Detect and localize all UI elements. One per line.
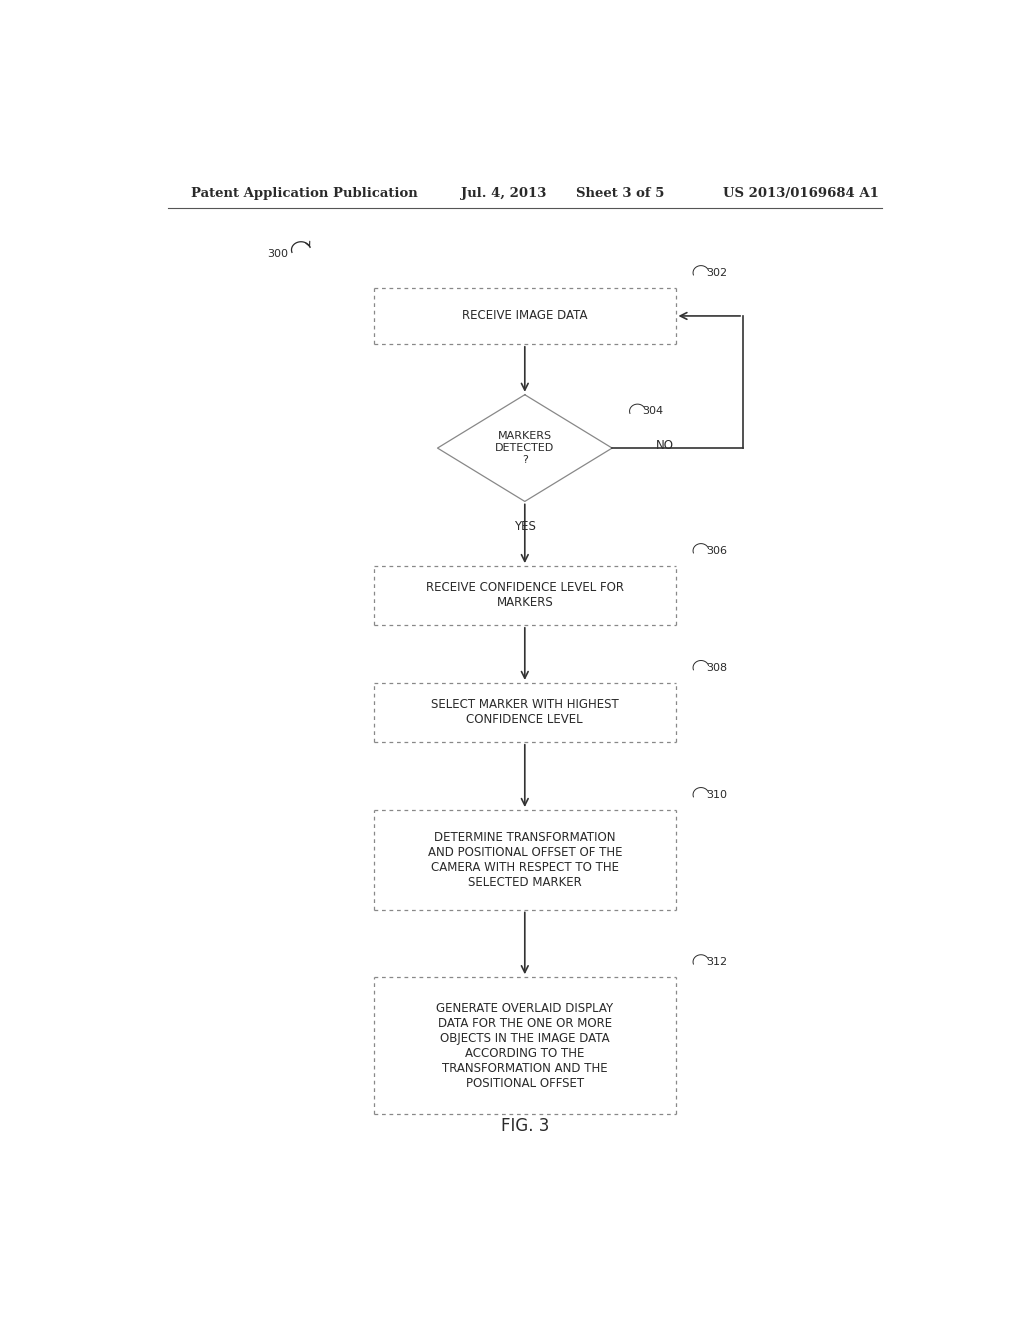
Text: 300: 300: [267, 249, 288, 259]
Text: YES: YES: [514, 520, 536, 533]
Bar: [374, 566, 676, 624]
Text: 304: 304: [642, 407, 664, 416]
Text: RECEIVE IMAGE DATA: RECEIVE IMAGE DATA: [462, 309, 588, 322]
Bar: [374, 977, 676, 1114]
Text: 310: 310: [706, 789, 727, 800]
Text: SELECT MARKER WITH HIGHEST
CONFIDENCE LEVEL: SELECT MARKER WITH HIGHEST CONFIDENCE LE…: [431, 698, 618, 726]
Text: RECEIVE CONFIDENCE LEVEL FOR
MARKERS: RECEIVE CONFIDENCE LEVEL FOR MARKERS: [426, 581, 624, 610]
Text: Patent Application Publication: Patent Application Publication: [191, 187, 418, 201]
Bar: [374, 682, 676, 742]
Text: 306: 306: [706, 545, 727, 556]
Text: US 2013/0169684 A1: US 2013/0169684 A1: [723, 187, 879, 201]
Text: 308: 308: [706, 663, 727, 673]
Text: 302: 302: [706, 268, 727, 277]
Polygon shape: [437, 395, 612, 502]
Text: FIG. 3: FIG. 3: [501, 1117, 549, 1135]
Bar: [374, 288, 676, 345]
Text: GENERATE OVERLAID DISPLAY
DATA FOR THE ONE OR MORE
OBJECTS IN THE IMAGE DATA
ACC: GENERATE OVERLAID DISPLAY DATA FOR THE O…: [436, 1002, 613, 1090]
Text: MARKERS
DETECTED
?: MARKERS DETECTED ?: [496, 432, 554, 465]
Text: DETERMINE TRANSFORMATION
AND POSITIONAL OFFSET OF THE
CAMERA WITH RESPECT TO THE: DETERMINE TRANSFORMATION AND POSITIONAL …: [428, 830, 622, 888]
Text: NO: NO: [655, 438, 674, 451]
Bar: [374, 810, 676, 909]
Text: Sheet 3 of 5: Sheet 3 of 5: [577, 187, 665, 201]
Text: 312: 312: [706, 957, 727, 968]
Text: Jul. 4, 2013: Jul. 4, 2013: [461, 187, 547, 201]
